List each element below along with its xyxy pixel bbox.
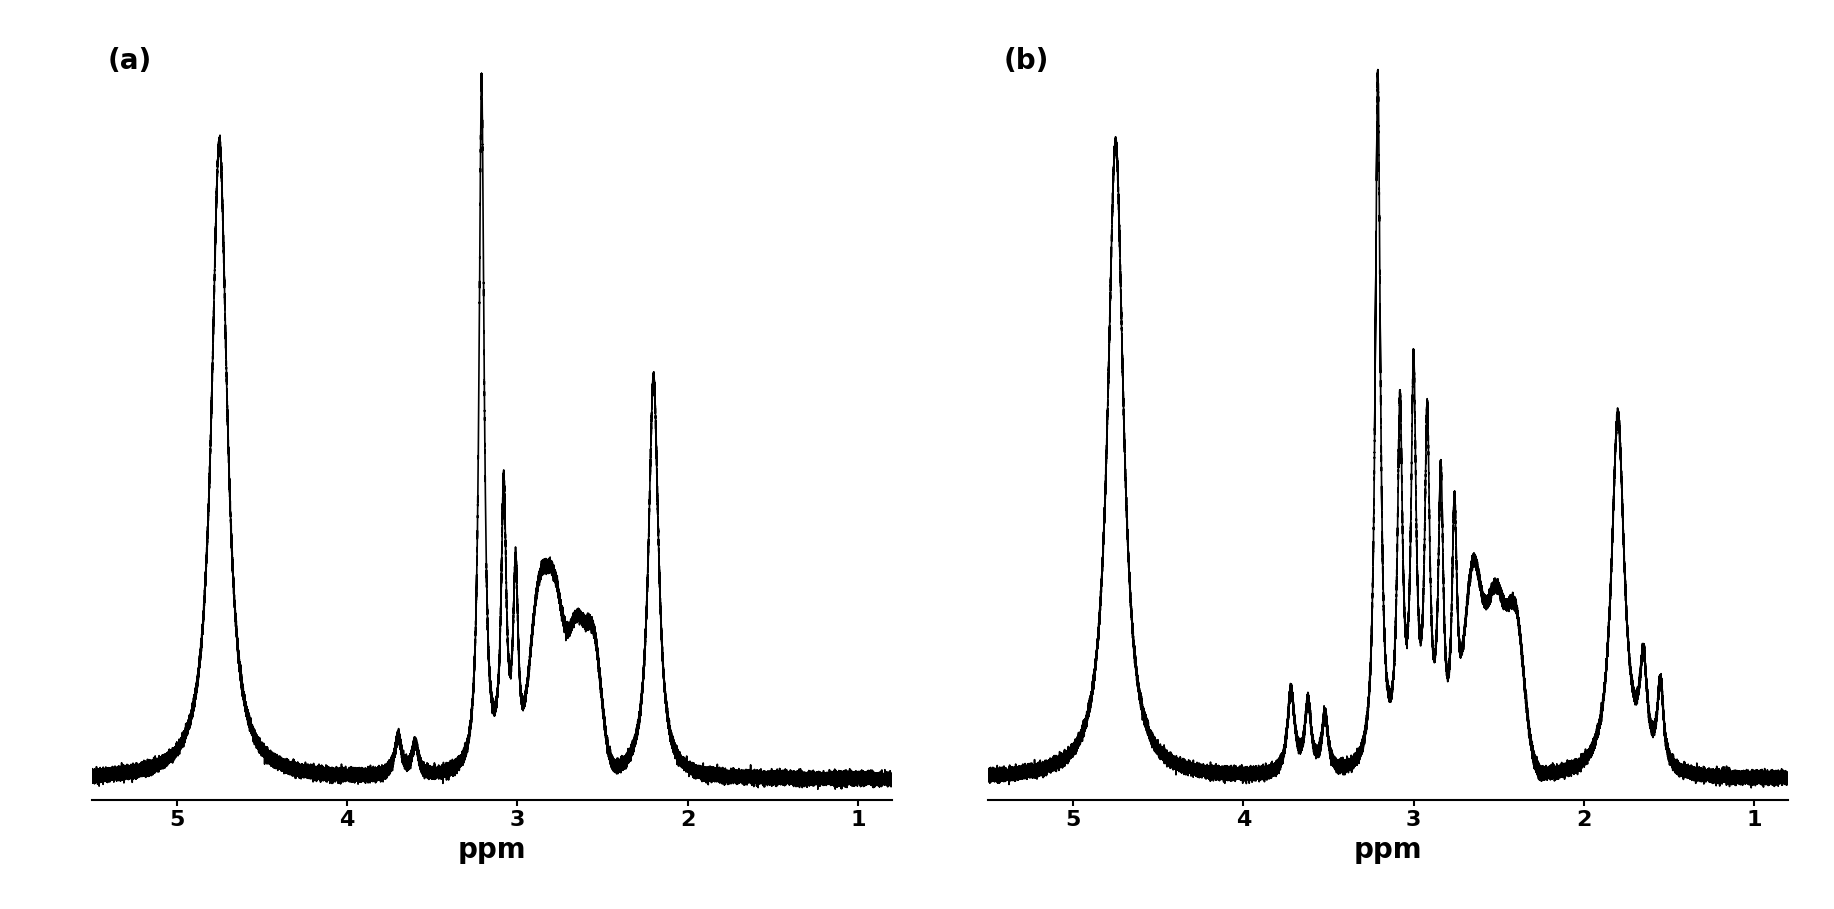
Text: (b): (b) <box>1003 47 1049 75</box>
X-axis label: ppm: ppm <box>457 836 526 864</box>
X-axis label: ppm: ppm <box>1353 836 1423 864</box>
Text: (a): (a) <box>108 47 152 75</box>
